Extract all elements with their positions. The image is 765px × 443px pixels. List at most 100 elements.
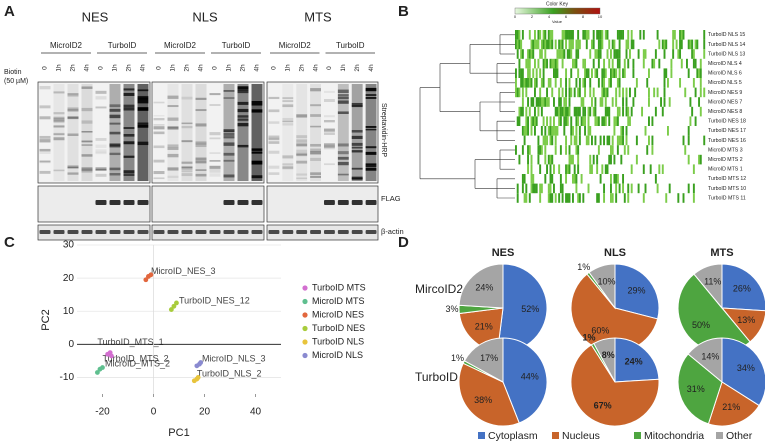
- heatmap-cell: [549, 30, 552, 40]
- heatmap-cell: [554, 106, 557, 117]
- heatmap-cell: [613, 174, 616, 184]
- heatmap-cell: [603, 183, 606, 194]
- blot-band: [81, 107, 93, 112]
- blot-band: [365, 167, 377, 171]
- blot-band: [123, 92, 135, 96]
- heatmap-cell: [635, 135, 638, 146]
- heatmap-cell: [679, 30, 682, 40]
- heatmap-cell: [563, 126, 566, 136]
- heatmap-cell: [601, 97, 604, 107]
- heatmap-cell: [530, 174, 533, 184]
- heatmap-cell: [587, 30, 590, 40]
- blot-band: [324, 143, 335, 147]
- heatmap-cell: [551, 87, 554, 98]
- heatmap-cell: [687, 183, 690, 194]
- heatmap-cell: [539, 97, 542, 107]
- blot-band: [365, 146, 377, 149]
- heatmap-cell: [616, 78, 619, 88]
- panel-letter: B: [398, 3, 409, 20]
- heatmap-cell: [582, 58, 585, 69]
- heatmap-cell: [632, 68, 635, 78]
- heatmap-cell: [547, 126, 550, 136]
- blot-band: [282, 120, 294, 123]
- blot-band: [167, 95, 179, 99]
- color-key-tick: 2: [531, 14, 534, 19]
- blot-band: [109, 104, 121, 108]
- lane-label: 4h: [368, 64, 375, 72]
- heatmap-cell: [665, 39, 668, 50]
- heatmap-cell: [589, 49, 592, 59]
- heatmap-cell: [615, 193, 618, 203]
- heatmap-cell: [618, 78, 621, 88]
- heatmap-cell: [603, 68, 606, 78]
- heatmap-cell: [582, 193, 585, 203]
- heatmap-cell: [606, 106, 609, 117]
- heatmap-cell: [692, 78, 695, 88]
- blot-band: [337, 156, 349, 160]
- blot-band: [109, 144, 121, 148]
- group-title: MTS: [304, 9, 332, 24]
- heatmap-cell: [578, 193, 581, 203]
- heatmap-cell: [516, 30, 519, 40]
- heatmap-cell: [563, 97, 566, 107]
- heatmap-cell: [568, 164, 571, 174]
- heatmap-cell: [573, 87, 576, 98]
- heatmap-cell: [646, 145, 649, 155]
- heatmap-cell: [518, 154, 521, 165]
- heatmap-cell: [556, 58, 559, 69]
- heatmap-cell: [596, 68, 599, 78]
- heatmap-cell: [516, 39, 519, 50]
- heatmap-cell: [616, 145, 619, 155]
- heatmap-cell: [642, 58, 645, 69]
- blot-band: [167, 167, 179, 171]
- heatmap-cell: [651, 58, 654, 69]
- heatmap-cell: [556, 126, 559, 136]
- blot-band: [109, 122, 121, 125]
- heatmap-cell: [601, 78, 604, 88]
- heatmap-cell: [606, 135, 609, 146]
- blot-band: [123, 155, 135, 158]
- heatmap-cell: [566, 116, 569, 126]
- heatmap-cell: [672, 39, 675, 50]
- heatmap-cell: [642, 193, 645, 203]
- heatmap-cell: [530, 164, 533, 174]
- heatmap-cell: [618, 30, 621, 40]
- blot-band: [109, 108, 121, 112]
- heatmap-cell: [589, 154, 592, 165]
- blot-band: [181, 166, 193, 169]
- x-tick-label: 40: [250, 407, 262, 418]
- blot-band: [209, 169, 221, 173]
- heatmap-cell: [532, 116, 535, 126]
- column-label: NES: [492, 247, 515, 259]
- heatmap-cell: [575, 116, 578, 126]
- heatmap-cell: [698, 68, 701, 78]
- heatmap-cell: [570, 49, 573, 59]
- heatmap-cell: [599, 30, 602, 40]
- lane-label: 1h: [340, 64, 347, 72]
- heatmap-cell: [535, 97, 538, 107]
- heatmap-cell: [534, 30, 536, 40]
- heatmap-cell: [546, 97, 549, 107]
- heatmap-cell: [554, 193, 557, 203]
- heatmap-cell: [521, 78, 524, 88]
- heatmap-cell: [539, 49, 542, 59]
- blot-band: [310, 143, 321, 147]
- blot-band: [181, 166, 193, 169]
- heatmap-cell: [523, 135, 526, 146]
- flag-band: [137, 200, 149, 205]
- blot-band: [351, 142, 363, 146]
- heatmap-cell: [694, 39, 697, 50]
- heatmap-cell: [618, 39, 621, 50]
- lane-label: 0: [271, 66, 278, 70]
- blot-band: [53, 137, 65, 141]
- heatmap-row-label: MicroID MTS 3: [708, 147, 743, 153]
- row-label: β-actin: [381, 227, 404, 236]
- heatmap-cell: [694, 87, 697, 98]
- heatmap-cell: [618, 87, 621, 98]
- blot-band: [95, 168, 107, 171]
- heatmap-cell: [606, 87, 609, 98]
- blot-band: [67, 166, 79, 169]
- heatmap-cell: [611, 39, 614, 50]
- legend-swatch: [634, 432, 641, 439]
- heatmap-cell: [699, 154, 702, 165]
